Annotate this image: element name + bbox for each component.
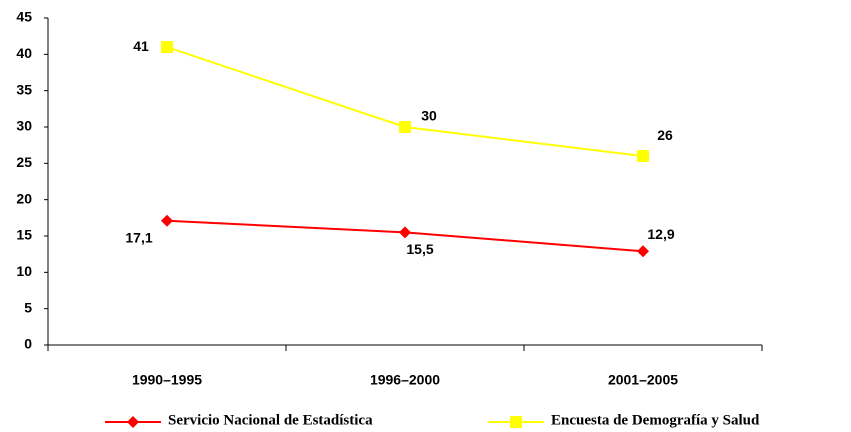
y-tick-label: 10 (16, 263, 32, 279)
y-tick-label: 40 (16, 45, 32, 61)
point (637, 245, 649, 258)
data-label: 30 (421, 108, 437, 124)
x-tick-label: 2001–2005 (608, 372, 678, 388)
point (399, 121, 411, 133)
y-tick-label: 25 (16, 154, 32, 170)
point (399, 226, 411, 239)
data-label: 26 (657, 127, 673, 143)
data-label: 41 (133, 38, 149, 54)
data-label: 12,9 (647, 226, 674, 242)
x-tick-label: 1996–2000 (370, 372, 440, 388)
point (161, 41, 173, 54)
y-tick-label: 0 (24, 336, 32, 352)
data-label: 15,5 (406, 241, 433, 257)
y-tick-label: 30 (16, 118, 32, 134)
series-line (166, 46, 644, 158)
legend-label: Encuesta de Demografía y Salud (551, 412, 760, 428)
y-tick-label: 15 (16, 227, 32, 243)
data-label: 17,1 (125, 229, 152, 245)
y-tick-label: 5 (24, 299, 32, 315)
y-tick-label: 35 (16, 81, 32, 97)
y-tick-label: 20 (16, 190, 32, 206)
point (161, 214, 173, 227)
legend-marker (127, 416, 139, 428)
legend-marker (510, 416, 522, 428)
x-tick-label: 1990–1995 (132, 372, 202, 388)
y-tick-label: 45 (16, 9, 32, 25)
legend-label: Servicio Nacional de Estadística (168, 412, 373, 428)
point (637, 150, 649, 163)
